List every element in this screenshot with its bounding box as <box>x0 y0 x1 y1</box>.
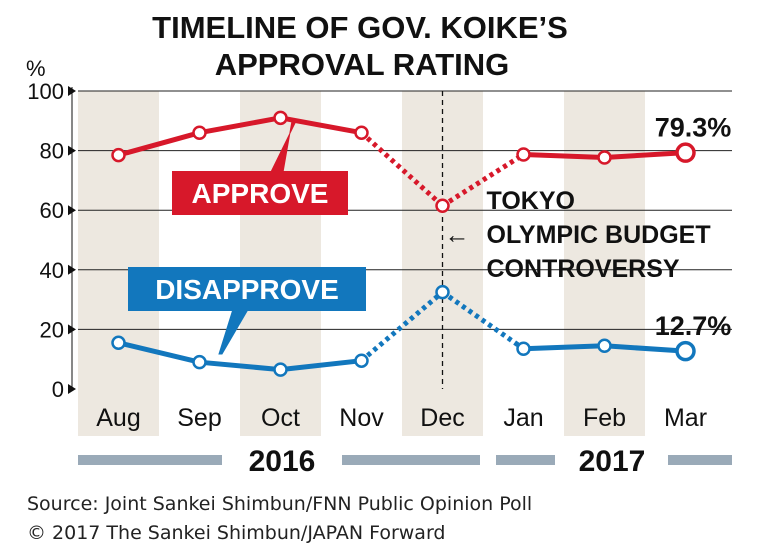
y-tick-arrow-60 <box>68 205 76 216</box>
disapprove-segment-aug-sep <box>116 340 202 365</box>
series-lines: 79.3% 12.7% <box>111 110 732 377</box>
year-label-2017: 2017 <box>579 445 646 478</box>
year-bar-2016-right <box>342 455 480 465</box>
disapprove-point-feb <box>597 338 612 354</box>
month-label-feb: Feb <box>583 404 626 432</box>
disapprove-label-text: DISAPPROVE <box>155 274 339 305</box>
approve-point-dec <box>435 198 450 213</box>
disapprove-point-sep <box>192 354 207 370</box>
disapprove-segment-oct-nov <box>278 358 364 373</box>
month-label-nov: Nov <box>339 404 384 432</box>
y-tick-arrow-80 <box>68 145 76 156</box>
year-bar-2016-left <box>78 455 222 465</box>
year-label-2016: 2016 <box>249 445 316 478</box>
shaded-column-oct <box>240 91 321 436</box>
disapprove-label-box <box>128 267 366 311</box>
approve-segment-aug-sep <box>116 130 202 158</box>
annotation-line-2: OLYMPIC BUDGET <box>487 221 711 249</box>
month-label-mar: Mar <box>664 404 707 432</box>
disapprove-point-oct <box>273 362 288 377</box>
disapprove-segment-sep-oct <box>197 359 283 373</box>
approve-label-box <box>172 171 348 215</box>
y-unit-label: % <box>26 56 46 81</box>
approve-segment-oct-nov <box>278 115 364 136</box>
approve-point-sep <box>192 125 207 140</box>
month-label-oct: Oct <box>261 404 300 432</box>
disapprove-segment-dec-jan <box>441 290 525 351</box>
approve-point-feb <box>597 150 612 165</box>
disapprove-point-dec <box>435 284 450 300</box>
y-tick-label-80: 80 <box>40 139 64 164</box>
x-axis-years: 2016 2017 <box>78 445 732 478</box>
disapprove-point-aug <box>111 335 126 351</box>
disapprove-point-mar <box>675 340 696 362</box>
year-bar-2017-right <box>668 455 732 465</box>
source-note: Source: Joint Sankei Shimbun/FNN Public … <box>27 493 532 515</box>
month-label-aug: Aug <box>96 404 140 432</box>
annotation-line-3: CONTROVERSY <box>487 255 680 283</box>
y-tick-arrow-20 <box>68 324 76 335</box>
y-tick-label-60: 60 <box>40 198 64 223</box>
approve-segment-feb-mar <box>602 150 688 160</box>
shaded-column-aug <box>78 91 159 436</box>
disapprove-segment-feb-mar <box>602 343 688 354</box>
annotation-line-1: TOKYO <box>487 187 575 215</box>
disapprove-end-value-label: 12.7% <box>655 311 732 341</box>
series-labels: APPROVE DISAPPROVE <box>128 120 366 355</box>
x-axis-months: Aug Sep Oct Nov Dec Jan Feb Mar <box>96 404 707 432</box>
approve-end-value-label: 79.3% <box>655 113 732 143</box>
approve-point-mar <box>675 142 696 163</box>
y-tick-label-100: 100 <box>27 79 64 104</box>
copyright-note: © 2017 The Sankei Shimbun/JAPAN Forward <box>27 522 446 544</box>
disapprove-point-nov <box>354 353 369 368</box>
y-tick-arrow-100 <box>68 86 76 96</box>
shaded-column-feb <box>564 91 645 436</box>
chart-title-line1: TIMELINE OF GOV. KOIKE’S <box>152 10 568 45</box>
y-tick-arrow-0 <box>68 384 76 394</box>
chart-title-line2: APPROVAL RATING <box>215 47 510 82</box>
month-label-sep: Sep <box>177 404 221 432</box>
y-tick-label-40: 40 <box>40 258 64 283</box>
y-tick-label-0: 0 <box>52 377 64 402</box>
month-label-jan: Jan <box>503 404 543 432</box>
y-axis: 0 20 40 60 80 100 <box>27 79 76 402</box>
annotation: TOKYO OLYMPIC BUDGET CONTROVERSY ← <box>445 187 711 283</box>
approve-point-nov <box>354 125 369 140</box>
disapprove-segment-jan-feb <box>521 343 607 352</box>
approve-point-aug <box>111 147 126 163</box>
disapprove-segment-nov-dec <box>359 290 445 363</box>
month-label-dec: Dec <box>420 404 464 432</box>
approve-label-text: APPROVE <box>192 178 329 209</box>
annotation-arrow: ← <box>445 221 470 249</box>
disapprove-point-jan <box>516 341 531 357</box>
approve-segment-jan-feb <box>521 151 607 160</box>
y-tick-label-20: 20 <box>40 317 64 342</box>
approve-segment-nov-dec <box>359 130 445 208</box>
approve-point-oct <box>273 110 288 126</box>
approve-segment-sep-oct <box>197 115 283 136</box>
approve-point-jan <box>516 147 531 162</box>
year-bar-2017-left <box>496 455 555 465</box>
y-tick-arrow-40 <box>68 264 76 275</box>
